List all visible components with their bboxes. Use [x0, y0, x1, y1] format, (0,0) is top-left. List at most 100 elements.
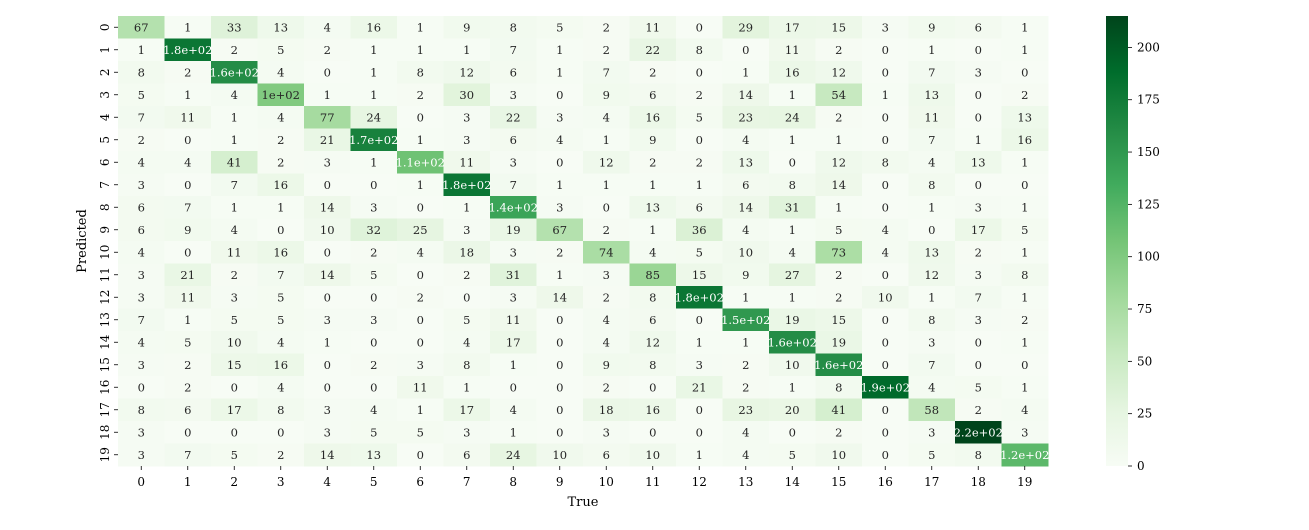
heatmap-cell-label: 85	[645, 268, 660, 282]
colorbar-tick-label: 25	[1137, 407, 1152, 421]
heatmap-cell-label: 2	[835, 425, 842, 439]
heatmap-cell-label: 4	[138, 335, 145, 349]
heatmap-cell-label: 1	[603, 178, 610, 192]
heatmap-cell-label: 8	[463, 358, 470, 372]
colorbar-tick-label: 50	[1137, 354, 1152, 368]
heatmap-cell	[908, 173, 956, 197]
heatmap-cell-label: 0	[696, 403, 703, 417]
heatmap-cell	[769, 353, 816, 377]
heatmap-cell-label: 6	[742, 178, 749, 192]
heatmap-cell	[490, 38, 537, 62]
heatmap-cell	[769, 443, 816, 467]
heatmap-cell-label: 2	[603, 223, 610, 237]
heatmap-cell-label: 4	[928, 380, 935, 394]
heatmap-cell-label: 7	[184, 200, 191, 214]
heatmap-cell-label: 0	[696, 313, 703, 327]
heatmap-cell	[862, 398, 909, 422]
heatmap-cell-label: 8	[649, 358, 656, 372]
heatmap-cell	[1001, 421, 1049, 444]
x-tick-label: 8	[509, 475, 517, 489]
heatmap-cell	[257, 173, 305, 197]
heatmap-cell-label: 21	[692, 380, 707, 394]
heatmap-cell-label: 4	[603, 110, 610, 124]
heatmap-cell-label: 8	[417, 65, 424, 79]
heatmap-cell-label: 2	[603, 380, 610, 394]
heatmap-cell	[722, 83, 770, 107]
heatmap-cell	[304, 308, 351, 332]
heatmap-cell	[583, 331, 630, 354]
heatmap-cell	[257, 263, 305, 287]
heatmap-cell-label: 1	[649, 223, 656, 237]
heatmap-cell-label: 7	[510, 178, 517, 192]
heatmap-cell-label: 0	[649, 425, 656, 439]
heatmap-cell-label: 4	[603, 335, 610, 349]
heatmap-cell-label: 3	[324, 155, 331, 169]
heatmap-cell	[118, 83, 165, 107]
heatmap-cell	[676, 173, 723, 197]
heatmap-cell-label: 12	[924, 268, 939, 282]
heatmap-cell-label: 0	[370, 290, 377, 304]
heatmap-cell	[955, 286, 1002, 309]
heatmap-cell	[583, 218, 630, 242]
heatmap-cell-label: 2	[975, 403, 982, 417]
heatmap-cell-label: 11	[924, 110, 939, 124]
heatmap-cell	[490, 241, 537, 264]
heatmap-cell	[397, 331, 444, 354]
heatmap-cell	[722, 16, 770, 39]
heatmap-cell-label: 8	[882, 155, 889, 169]
heatmap-cell	[1001, 443, 1049, 467]
heatmap-cell-label: 14	[320, 448, 335, 462]
heatmap-cell	[350, 16, 398, 39]
x-tick-label: 4	[323, 475, 331, 489]
heatmap-cell	[211, 16, 258, 39]
heatmap-cell	[583, 376, 630, 399]
heatmap-cell-label: 16	[1017, 133, 1032, 147]
heatmap-cell	[815, 263, 863, 287]
y-tick-label: 12	[98, 290, 112, 305]
heatmap-cell	[350, 151, 398, 174]
heatmap-cell	[1001, 16, 1049, 39]
heatmap-cell-label: 3	[463, 425, 470, 439]
heatmap-cell-label: 0	[324, 245, 331, 259]
heatmap-cell-label: 3	[556, 200, 563, 214]
heatmap-cell	[304, 218, 351, 242]
heatmap-cell	[908, 38, 956, 62]
heatmap-cell	[629, 61, 677, 84]
heatmap-cell	[490, 443, 537, 467]
heatmap-cell	[350, 353, 398, 377]
heatmap-cell	[629, 38, 677, 62]
heatmap-cell-label: 1	[417, 178, 424, 192]
heatmap-cell	[769, 196, 816, 219]
x-tick-label: 6	[416, 475, 424, 489]
heatmap-cell-label: 5	[184, 335, 191, 349]
heatmap-cell	[118, 376, 165, 399]
heatmap-cell	[908, 61, 956, 84]
heatmap-cell-label: 14	[738, 88, 753, 102]
heatmap-cell-label: 0	[882, 425, 889, 439]
heatmap-cell	[211, 308, 258, 332]
heatmap-cell	[257, 16, 305, 39]
heatmap-cell-label: 0	[742, 43, 749, 57]
heatmap-cell	[350, 286, 398, 309]
heatmap-cell	[815, 61, 863, 84]
heatmap-cell-label: 24	[506, 448, 521, 462]
heatmap-cell	[118, 196, 165, 219]
heatmap-cell	[676, 398, 723, 422]
heatmap-cell-label: 2	[324, 43, 331, 57]
heatmap-cell	[257, 38, 305, 62]
heatmap-cell	[118, 421, 165, 444]
heatmap-cell	[955, 376, 1002, 399]
heatmap-cell	[955, 421, 1002, 444]
y-tick-label: 15	[98, 357, 112, 372]
heatmap-cell	[583, 128, 630, 152]
heatmap-cell	[629, 443, 677, 467]
heatmap-cell	[350, 443, 398, 467]
heatmap-cell	[536, 241, 584, 264]
heatmap-cell-label: 2	[835, 290, 842, 304]
heatmap-cell-label: 0	[184, 133, 191, 147]
heatmap-cell-label: 5	[277, 313, 284, 327]
heatmap-cell	[118, 128, 165, 152]
heatmap-cell-label: 2	[370, 358, 377, 372]
heatmap-cell-label: 0	[277, 425, 284, 439]
x-tick-label: 13	[738, 475, 753, 489]
